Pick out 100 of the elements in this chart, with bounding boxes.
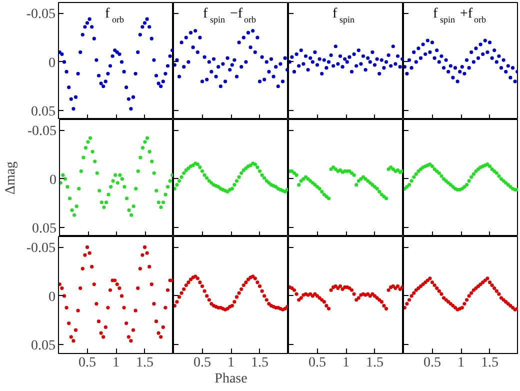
point xyxy=(90,264,94,269)
point xyxy=(442,296,446,300)
point xyxy=(132,204,136,208)
point xyxy=(396,54,400,58)
point xyxy=(88,251,92,255)
point xyxy=(182,287,186,291)
point xyxy=(148,264,152,269)
point xyxy=(467,179,471,183)
point xyxy=(372,63,377,67)
point xyxy=(451,304,455,308)
point xyxy=(177,295,182,299)
point xyxy=(127,208,131,212)
point xyxy=(414,60,418,64)
point xyxy=(483,38,487,42)
point xyxy=(159,84,163,88)
point xyxy=(304,175,308,179)
point xyxy=(194,274,198,278)
point xyxy=(490,56,494,60)
point xyxy=(435,169,439,173)
point xyxy=(308,56,312,60)
point xyxy=(405,302,409,306)
point xyxy=(102,335,106,339)
point xyxy=(156,200,160,204)
point xyxy=(198,280,202,284)
point xyxy=(326,60,331,64)
point xyxy=(142,21,147,25)
point xyxy=(446,70,450,74)
point xyxy=(435,48,439,52)
point xyxy=(359,177,363,181)
point xyxy=(166,288,170,292)
x-tick-label: 1 xyxy=(342,356,350,370)
x-tick-label: 0.5 xyxy=(194,356,211,370)
point xyxy=(352,52,356,56)
point xyxy=(262,294,266,298)
point xyxy=(510,66,515,70)
point xyxy=(253,50,257,54)
point xyxy=(200,80,204,84)
point xyxy=(430,40,434,44)
point xyxy=(94,302,98,306)
point xyxy=(175,183,179,187)
point xyxy=(234,179,239,183)
point xyxy=(186,166,190,170)
point xyxy=(297,64,301,68)
point xyxy=(109,184,113,189)
point xyxy=(161,325,165,329)
point xyxy=(150,36,154,40)
point xyxy=(150,160,154,164)
point xyxy=(70,208,74,212)
point xyxy=(124,196,129,200)
point xyxy=(442,66,446,70)
point xyxy=(370,292,374,296)
y-tick-label: 0.05 xyxy=(31,104,56,120)
point xyxy=(80,32,84,36)
point xyxy=(182,171,186,175)
point xyxy=(175,300,179,304)
point xyxy=(492,169,496,173)
point xyxy=(486,50,490,54)
point xyxy=(74,328,78,332)
point xyxy=(111,179,115,183)
point xyxy=(118,173,122,177)
point xyxy=(232,300,236,304)
point xyxy=(260,173,264,177)
point xyxy=(267,302,271,306)
point xyxy=(96,74,101,78)
point xyxy=(380,58,384,62)
point xyxy=(129,106,133,111)
point xyxy=(136,169,140,173)
y-tick-label: -0.05 xyxy=(27,124,57,140)
point xyxy=(156,331,160,335)
point xyxy=(462,72,466,76)
point xyxy=(492,286,496,290)
point xyxy=(283,56,287,60)
point xyxy=(476,284,480,288)
point xyxy=(150,282,154,286)
point xyxy=(130,213,134,217)
point xyxy=(86,140,90,144)
point xyxy=(446,300,450,304)
point xyxy=(92,282,96,286)
point xyxy=(200,284,204,288)
point xyxy=(108,288,112,292)
point xyxy=(166,184,170,189)
point xyxy=(460,65,464,69)
point xyxy=(382,304,386,308)
point xyxy=(343,57,347,61)
point xyxy=(375,186,379,191)
point xyxy=(102,205,106,210)
point xyxy=(77,186,81,191)
point xyxy=(84,146,88,150)
point xyxy=(159,205,163,210)
point xyxy=(134,308,138,312)
point xyxy=(326,196,331,200)
point xyxy=(76,72,80,76)
point xyxy=(78,286,82,290)
point xyxy=(386,167,390,172)
point xyxy=(116,181,120,185)
point xyxy=(410,294,414,298)
point xyxy=(200,169,204,173)
point xyxy=(124,86,128,90)
point xyxy=(508,76,512,80)
point xyxy=(389,165,393,170)
